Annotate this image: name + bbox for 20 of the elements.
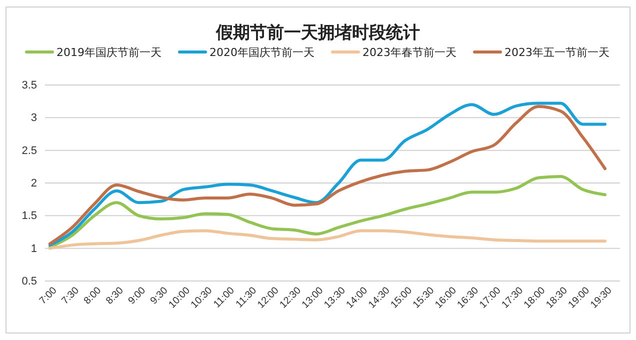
y-tick-label: 3.5 [22, 80, 37, 92]
y-tick-label: 1 [30, 242, 37, 255]
x-tick-label: 8:00 [82, 284, 104, 307]
y-tick-label: 3 [30, 112, 37, 124]
y-tick-label: 1.5 [22, 210, 37, 222]
legend-label: 2023年五一节前一天 [504, 46, 610, 59]
y-tick-label: 0.5 [22, 276, 37, 288]
x-tick-label: 9:30 [148, 284, 170, 307]
chart-title: 假期节前一天拥堵时段统计 [215, 23, 420, 43]
y-tick-label: 2 [30, 178, 37, 190]
legend-label: 2023年春节前一天 [362, 46, 456, 59]
x-tick-label: 9:00 [126, 284, 148, 307]
x-tick-label: 7:30 [60, 284, 82, 307]
line-series [48, 229, 606, 250]
legend-label: 2020年国庆节前一天 [210, 46, 314, 59]
x-tick-label: 7:00 [38, 284, 60, 307]
y-tick-label: 2.5 [22, 144, 37, 157]
line-series [48, 174, 606, 249]
x-tick-label: 8:30 [104, 284, 126, 307]
legend-label: 2019年国庆节前一天 [56, 46, 162, 59]
